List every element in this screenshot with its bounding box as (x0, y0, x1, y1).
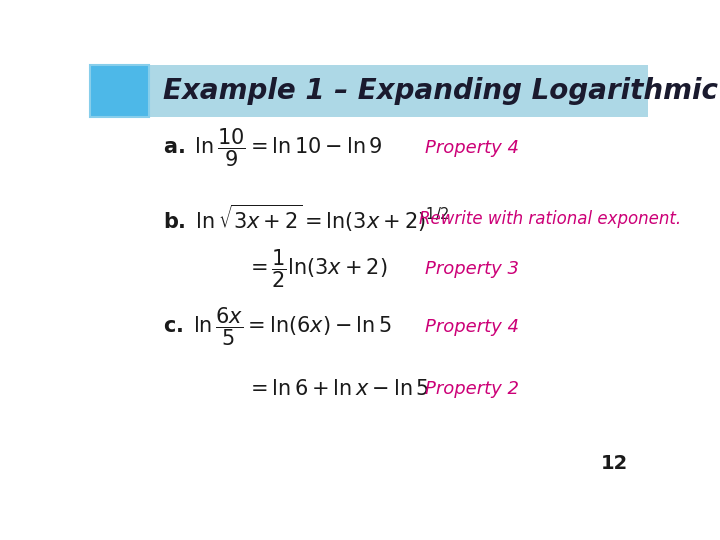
Text: Property 4: Property 4 (425, 318, 519, 336)
FancyBboxPatch shape (90, 65, 148, 117)
Text: Rewrite with rational exponent.: Rewrite with rational exponent. (419, 210, 681, 228)
Text: Property 2: Property 2 (425, 380, 519, 398)
Text: $\mathbf{c.}\;\ln\dfrac{6x}{5} = \ln(6x) - \ln 5$: $\mathbf{c.}\;\ln\dfrac{6x}{5} = \ln(6x)… (163, 306, 391, 348)
Text: Property 3: Property 3 (425, 260, 519, 278)
FancyBboxPatch shape (90, 65, 648, 117)
Text: $= \dfrac{1}{2}\ln(3x+2)$: $= \dfrac{1}{2}\ln(3x+2)$ (246, 247, 388, 290)
Text: Example 1 – Expanding Logarithmic Expressions: Example 1 – Expanding Logarithmic Expres… (163, 77, 720, 105)
Text: $\mathbf{a.}\;\ln\dfrac{10}{9} = \ln 10 - \ln 9$: $\mathbf{a.}\;\ln\dfrac{10}{9} = \ln 10 … (163, 127, 382, 169)
Text: $= \ln 6 + \ln x - \ln 5$: $= \ln 6 + \ln x - \ln 5$ (246, 379, 429, 399)
Text: Property 4: Property 4 (425, 139, 519, 157)
Text: 12: 12 (601, 455, 629, 474)
Text: $\mathbf{b.}\;\ln\sqrt{3x+2} = \ln(3x+2)^{1/2}$: $\mathbf{b.}\;\ln\sqrt{3x+2} = \ln(3x+2)… (163, 203, 449, 234)
